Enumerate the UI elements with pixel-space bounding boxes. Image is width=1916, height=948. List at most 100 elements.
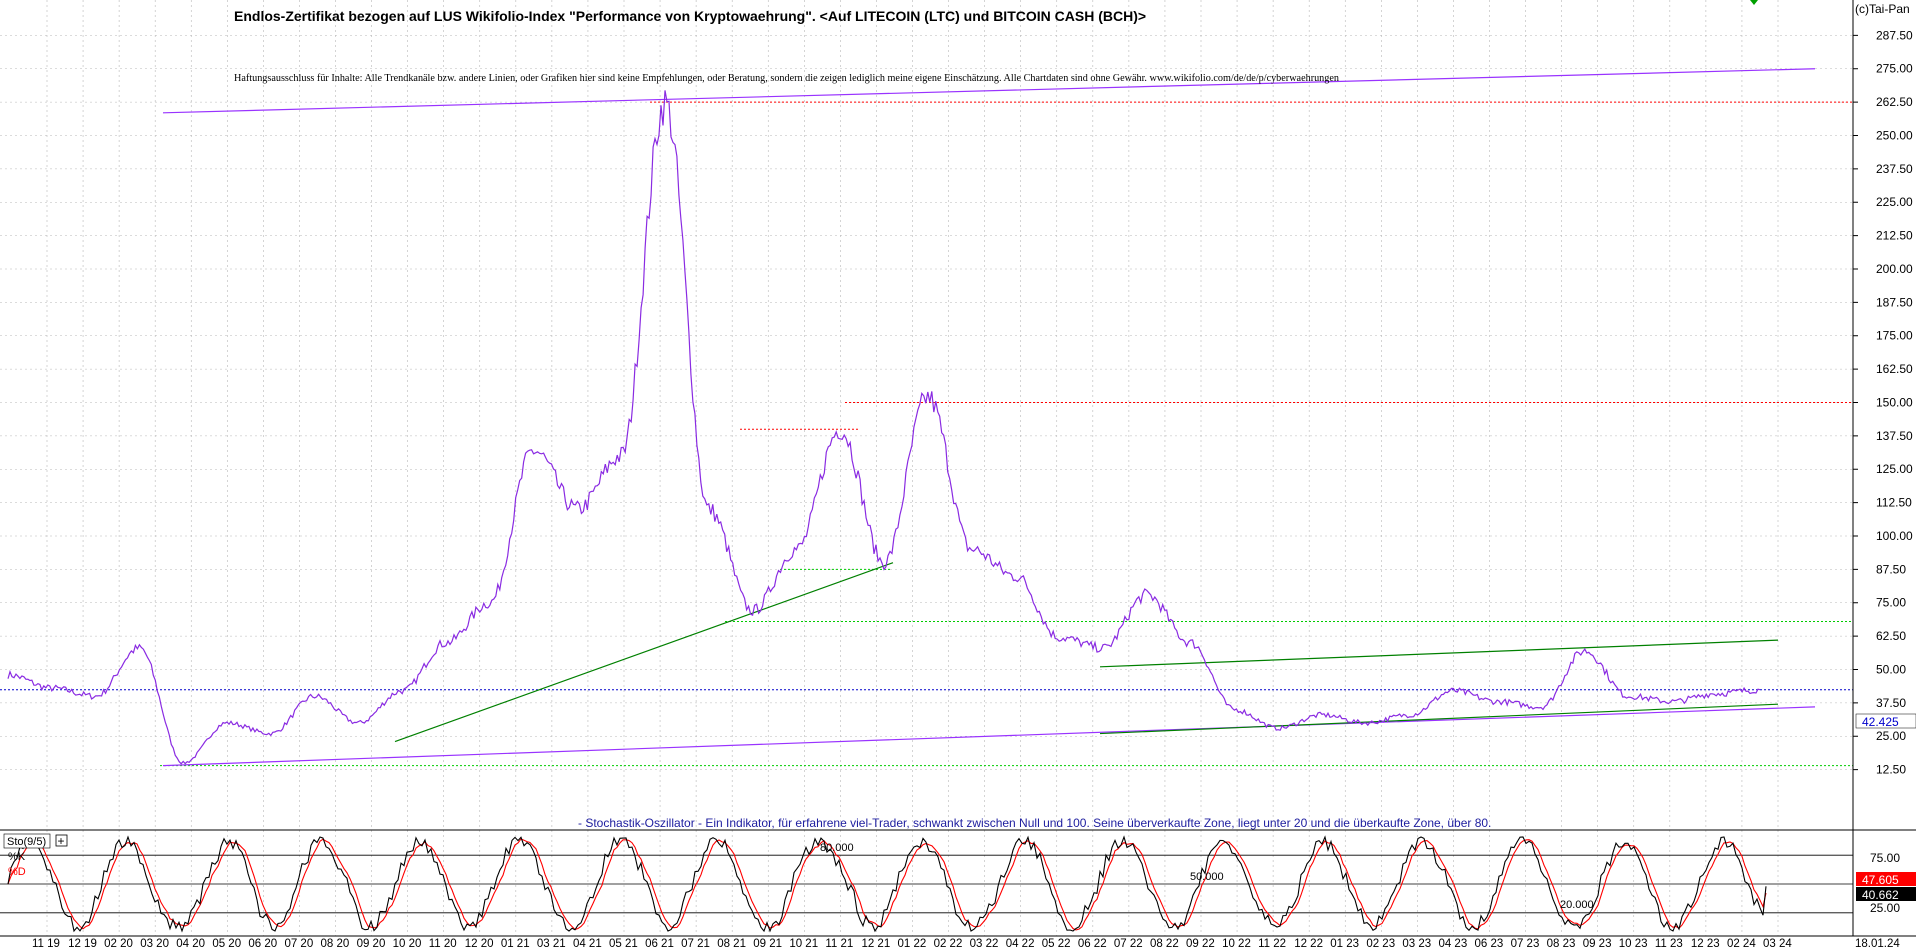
x-tick-label: 02 22	[934, 938, 963, 948]
lower-trend-line	[162, 706, 1816, 767]
price-series	[7, 90, 1761, 765]
x-tick-label: 02 23	[1366, 938, 1395, 948]
x-tick-label: 06 21	[645, 938, 674, 948]
x-tick-label: 06 22	[1078, 938, 1107, 948]
x-tick-label: 09 23	[1583, 938, 1612, 948]
y-tick-label: 262.50	[1876, 95, 1913, 109]
chart-title: Endlos-Zertifikat bezogen auf LUS Wikifo…	[234, 8, 1146, 24]
reference-lines	[0, 101, 1853, 767]
x-tick-label: 11 22	[1258, 938, 1286, 948]
x-tick-label: 12 21	[861, 938, 890, 948]
x-tick-label: 04 22	[1006, 938, 1035, 948]
y-tick-label: 287.50	[1876, 28, 1913, 42]
oscillator-legend: Sto(9/5) + %K %D	[3, 833, 68, 878]
y-tick-label: 250.00	[1876, 128, 1913, 142]
x-tick-label: 07 23	[1511, 938, 1540, 948]
oscillator-note: - Stochastik-Oszillator - Ein Indikator,…	[578, 816, 1491, 830]
current-value-label: 42.425	[1862, 715, 1899, 729]
x-tick-label: 05 21	[609, 938, 638, 948]
y-tick-label: 87.50	[1876, 562, 1906, 576]
y-tick-label: 162.50	[1876, 362, 1913, 376]
disclaimer-text: Haftungsausschluss für Inhalte: Alle Tre…	[234, 73, 1339, 84]
y-tick-label: 237.50	[1876, 162, 1913, 176]
x-tick-label: 18.01.24	[1855, 938, 1900, 948]
y-tick-label: 275.00	[1876, 62, 1913, 76]
expand-button[interactable]	[55, 834, 68, 847]
y-axis-ticks: 287.50 275.00 262.50 250.00 237.50 225.00 212.…	[1853, 28, 1913, 777]
osc-ytick-25: 25.00	[1870, 901, 1900, 915]
k-line	[7, 835, 1767, 933]
price-grid	[0, 0, 1853, 936]
x-tick-label: 12 22	[1294, 938, 1323, 948]
osc-ytick-75: 75.00	[1870, 851, 1900, 865]
x-tick-label: 09 20	[357, 938, 386, 948]
x-tick-label: 06 20	[248, 938, 277, 948]
x-axis-ticks: 11 19 12 19 02 20 03 20 04 20 05 20 06 20 07 20…	[32, 938, 1900, 948]
x-tick-label: 10 22	[1222, 938, 1251, 948]
x-tick-label: 09 22	[1186, 938, 1215, 948]
x-tick-label: 08 22	[1150, 938, 1179, 948]
x-tick-label: 01 23	[1330, 938, 1359, 948]
k-legend: %K	[8, 851, 26, 863]
x-tick-label: 03 21	[537, 938, 566, 948]
y-tick-label: 150.00	[1876, 395, 1913, 409]
level-80-label: 80.000	[820, 842, 854, 854]
y-tick-label: 200.00	[1876, 262, 1913, 276]
y-tick-label: 100.00	[1876, 529, 1913, 543]
x-tick-label: 10 20	[393, 938, 422, 948]
y-tick-label: 50.00	[1876, 662, 1906, 676]
x-tick-label: 09 21	[753, 938, 782, 948]
x-tick-label: 07 22	[1114, 938, 1143, 948]
x-tick-label: 05 22	[1042, 938, 1071, 948]
x-tick-label: 07 21	[681, 938, 710, 948]
y-tick-label: 12.50	[1876, 763, 1906, 777]
y-tick-label: 62.50	[1876, 629, 1906, 643]
x-tick-label: 02 24	[1727, 938, 1756, 948]
x-tick-label: 03 24	[1763, 938, 1792, 948]
upper-trend-line	[162, 68, 1816, 114]
rising-support-line	[394, 562, 894, 743]
x-tick-label: 12 20	[465, 938, 494, 948]
x-tick-label: 10 23	[1619, 938, 1648, 948]
channel-top-line	[1099, 639, 1779, 668]
x-tick-label: 04 21	[573, 938, 602, 948]
copyright-label: (c)Tai-Pan	[1855, 2, 1910, 16]
current-value-badge: 42.425	[1855, 713, 1916, 729]
x-tick-label: 01 22	[898, 938, 927, 948]
x-tick-label: 05 20	[212, 938, 241, 948]
d-legend: %D	[8, 866, 26, 878]
marker-icon	[1750, 0, 1758, 5]
k-value-label: 47.605	[1862, 873, 1899, 887]
x-tick-label: 04 23	[1438, 938, 1467, 948]
trend-lines	[162, 68, 1816, 767]
d-value-label: 40.662	[1862, 888, 1899, 902]
plus-icon: +	[58, 834, 65, 848]
price-line	[7, 90, 1761, 765]
k-value-badge: 47.605	[1856, 872, 1916, 887]
d-line	[7, 838, 1767, 931]
x-tick-label: 04 20	[176, 938, 205, 948]
x-tick-label: 12 23	[1691, 938, 1720, 948]
y-tick-label: 212.50	[1876, 229, 1913, 243]
y-tick-label: 137.50	[1876, 429, 1913, 443]
y-tick-label: 225.00	[1876, 195, 1913, 209]
x-tick-label: 08 23	[1547, 938, 1576, 948]
x-tick-label: 11 21	[825, 938, 853, 948]
y-tick-label: 125.00	[1876, 462, 1913, 476]
x-tick-label: 11 23	[1655, 938, 1683, 948]
x-tick-label: 07 20	[284, 938, 313, 948]
x-tick-label: 03 23	[1402, 938, 1431, 948]
y-tick-label: 75.00	[1876, 596, 1906, 610]
y-tick-label: 25.00	[1876, 729, 1906, 743]
oscillator-series	[7, 835, 1767, 933]
channel-bottom-line	[1099, 703, 1779, 735]
x-tick-label: 10 21	[789, 938, 818, 948]
level-20-label: 20.000	[1560, 899, 1594, 911]
x-tick-label: 08 20	[321, 938, 350, 948]
y-tick-label: 112.50	[1876, 496, 1912, 510]
x-tick-label: 01 21	[501, 938, 530, 948]
x-tick-label: 11 20	[429, 938, 457, 948]
oscillator-title: Sto(9/5)	[7, 836, 46, 848]
main-panel	[0, 0, 1853, 830]
